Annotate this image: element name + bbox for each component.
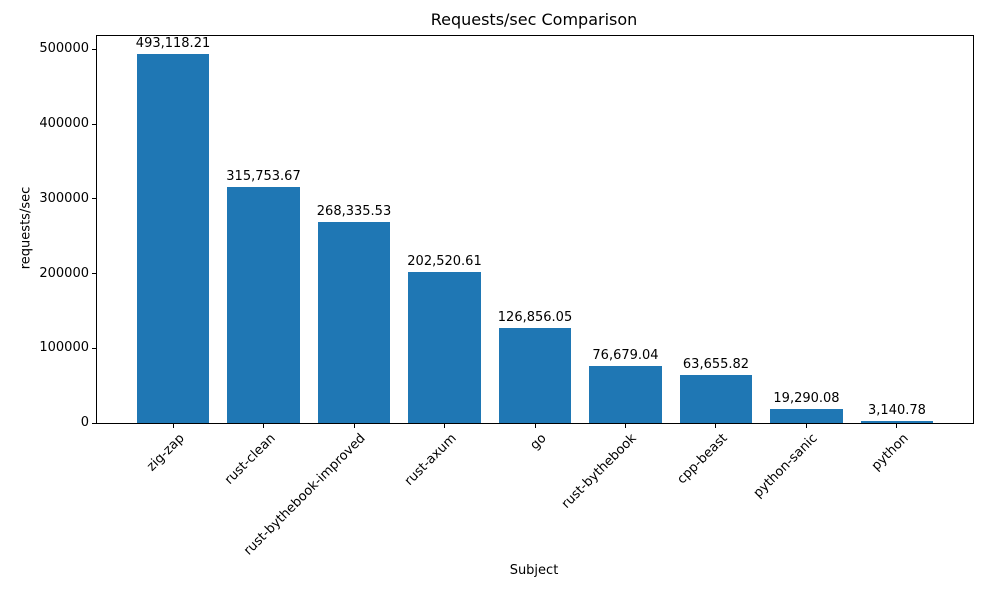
y-tick-label: 100000 <box>39 340 89 356</box>
bar-cpp-beast <box>679 375 753 423</box>
bar-rust-clean <box>227 187 300 423</box>
y-tick-label: 400000 <box>39 116 89 132</box>
y-tick-label: 300000 <box>39 190 89 206</box>
bar-value-label: 268,335.53 <box>316 204 392 220</box>
y-tick-label: 200000 <box>39 265 89 281</box>
x-tick-mark <box>624 424 626 428</box>
bar-go <box>498 328 572 423</box>
bar-value-label: 493,118.21 <box>135 36 211 52</box>
bar-rust-axum <box>408 271 481 423</box>
bar-value-label: 315,753.67 <box>226 169 301 184</box>
bar-value-label: 63,655.82 <box>682 357 750 373</box>
x-tick-label-cpp-beast: cpp-beast <box>674 431 731 488</box>
bar-value-label: 19,290.08 <box>773 390 840 406</box>
bar-value-label: 202,520.61 <box>407 253 482 269</box>
x-tick-label-rust-bythebook: rust-bythebook <box>559 431 641 512</box>
y-tick-mark <box>92 347 96 349</box>
x-tick-label-go: go <box>527 431 550 454</box>
bar-zig-zap <box>136 54 210 423</box>
bar-rust-bythebook-improved <box>317 222 391 423</box>
x-tick-mark <box>534 424 536 428</box>
x-tick-mark <box>172 424 174 428</box>
x-tick-mark <box>896 424 898 428</box>
y-tick-label: 0 <box>80 415 89 430</box>
chart-title: Requests/sec Comparison <box>430 10 638 29</box>
x-tick-mark <box>353 424 355 428</box>
x-tick-mark <box>715 424 717 428</box>
plot-area: 0 100000 200000 300000 400000 500000 493,118.2… <box>39 35 974 558</box>
x-axis-label: Subject <box>509 563 559 578</box>
bar-rust-bythebook <box>589 365 662 423</box>
y-tick-mark <box>92 123 96 125</box>
bar-value-label: 76,679.04 <box>592 347 659 363</box>
x-tick-label-python: python <box>868 431 912 474</box>
y-tick-mark <box>92 422 96 424</box>
y-tick-mark <box>92 48 96 50</box>
x-tick-mark <box>805 424 807 428</box>
x-tick-label-zig-zap: zig-zap <box>144 431 188 475</box>
x-tick-label-rust-clean: rust-clean <box>221 431 279 488</box>
y-tick-mark <box>92 198 96 200</box>
y-tick-mark <box>92 273 96 274</box>
x-tick-mark <box>444 424 445 428</box>
bar-python <box>860 420 934 423</box>
bar-value-label: 3,140.78 <box>868 402 926 418</box>
y-tick-label: 500000 <box>39 41 89 57</box>
x-tick-label-python-sanic: python-sanic <box>751 431 822 501</box>
y-axis-label: requests/sec <box>18 186 34 270</box>
bar-value-label: 126,856.05 <box>497 310 573 326</box>
x-tick-label-rust-axum: rust-axum <box>401 431 460 489</box>
bar-python-sanic <box>770 408 843 423</box>
x-tick-mark <box>263 424 264 428</box>
